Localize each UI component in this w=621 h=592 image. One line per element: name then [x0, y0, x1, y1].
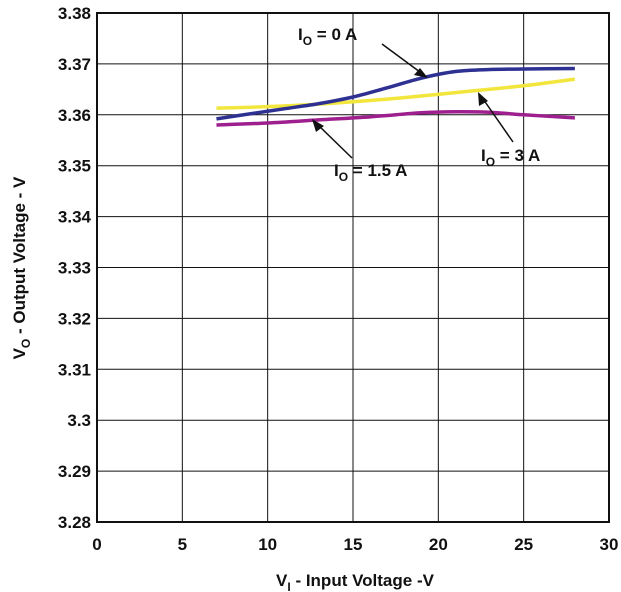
arrowhead-icon: [478, 92, 488, 106]
y-tick-label: 3.37: [58, 55, 91, 74]
y-tick-label: 3.35: [58, 157, 91, 176]
grid: [96, 12, 610, 523]
x-tick-label: 30: [600, 535, 619, 554]
series-lines: [216, 66, 576, 127]
y-tick-label: 3.29: [58, 462, 91, 481]
y-tick-label: 3.3: [67, 411, 91, 430]
y-tick-label: 3.31: [58, 360, 91, 379]
y-tick-label: 3.28: [58, 513, 91, 532]
x-tick-label: 10: [258, 535, 277, 554]
plot-frame: [96, 12, 610, 523]
y-tick-label: 3.38: [58, 4, 91, 23]
annotation-arrow-io-1-5a: [315, 122, 353, 159]
x-tick-label: 25: [514, 535, 533, 554]
series-line-i-o-1-5-a: [216, 109, 575, 127]
x-tick-labels: 0 5 10 15 20 25 30: [92, 535, 618, 554]
y-tick-label: 3.33: [58, 259, 91, 278]
arrowhead-icon: [414, 68, 428, 78]
annotation-arrow-io-0a: [381, 43, 425, 76]
annotation-io-3a: IO = 3 A: [478, 92, 540, 169]
y-tick-label: 3.34: [58, 208, 92, 227]
y-tick-label: 3.36: [58, 106, 91, 125]
x-tick-label: 5: [178, 535, 187, 554]
x-tick-label: 0: [92, 535, 101, 554]
annotation-label-io-1-5a: IO = 1.5 A: [334, 161, 407, 184]
annotation-io-1-5a: IO = 1.5 A: [312, 119, 407, 184]
x-tick-label: 20: [429, 535, 448, 554]
series-line-i-o-0-a: [216, 66, 575, 121]
annotation-label-io-3a: IO = 3 A: [481, 146, 540, 169]
x-tick-label: 15: [344, 535, 363, 554]
series-line-i-o-3-a: [216, 77, 576, 110]
arrowhead-icon: [312, 119, 324, 132]
annotation-arrow-io-3a: [480, 95, 514, 143]
y-tick-labels: 3.28 3.29 3.3 3.31 3.32 3.33 3.34 3.35 3.36 3.37 3…: [58, 4, 92, 532]
y-tick-label: 3.32: [58, 309, 91, 328]
x-axis-title: VI - Input Voltage -V: [276, 571, 435, 592]
y-axis-title: VO - Output Voltage - V: [10, 176, 33, 359]
annotation-io-0a: IO = 0 A: [298, 25, 428, 78]
annotation-label-io-0a: IO = 0 A: [298, 25, 357, 48]
